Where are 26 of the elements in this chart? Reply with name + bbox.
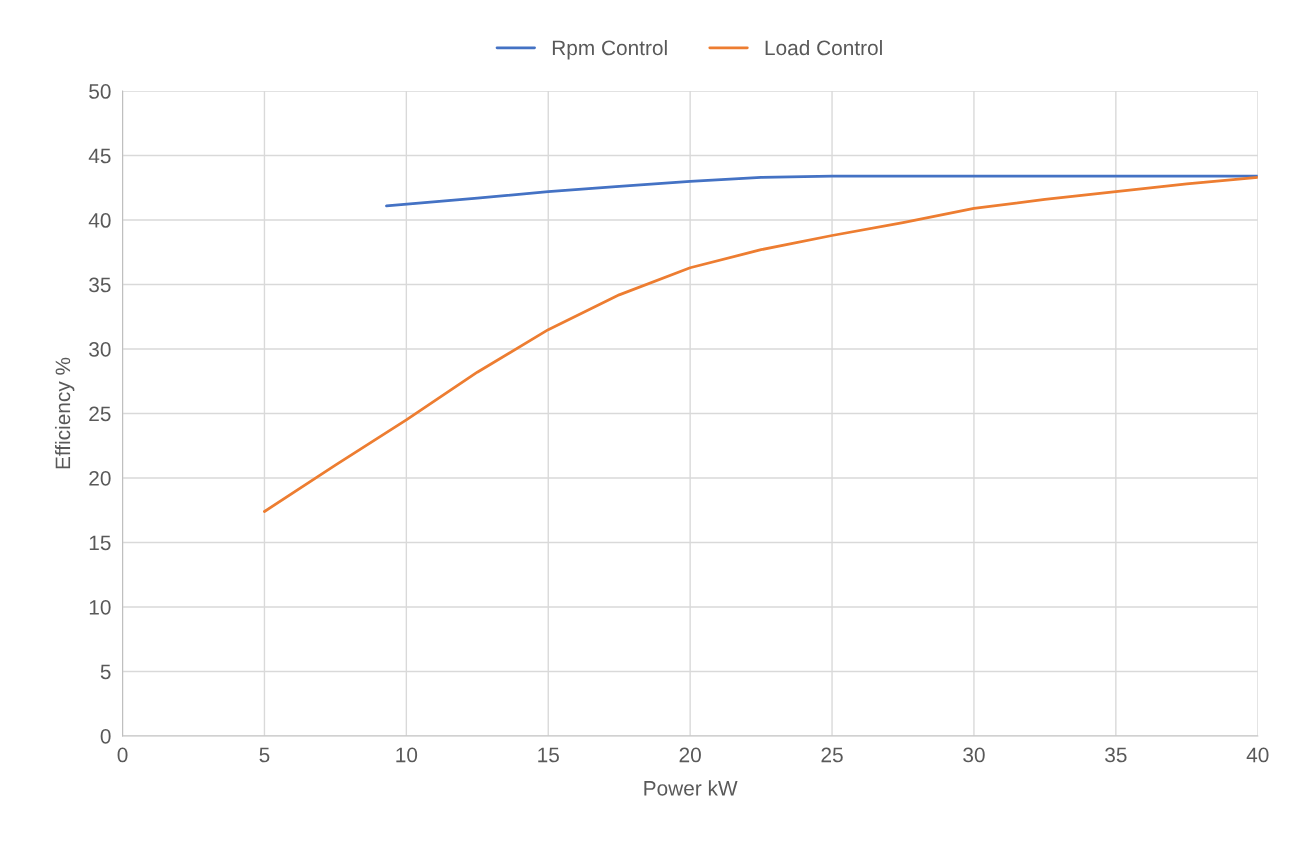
x-tick-label: 35 [1105,747,1127,763]
line-series [263,176,1258,513]
y-tick-label: 40 [88,213,111,228]
y-tick-label: 15 [89,535,111,551]
y-tick-label: 0 [100,728,111,744]
legend-label: Rpm Control [552,39,667,60]
y-tick-label: 10 [89,599,111,615]
x-tick-label: 25 [821,747,843,763]
x-tick-label: 0 [117,747,128,763]
x-tick-label: 20 [679,747,701,763]
y-axis-title: Efficiency % [54,357,75,469]
x-tick-label: 15 [538,747,559,763]
y-tick-label: 50 [89,84,111,99]
y-tick-label: 30 [89,342,111,357]
y-tick-label: 45 [88,148,111,164]
y-tick-label: 5 [100,664,111,680]
line-series [385,174,1258,208]
x-tick-label: 5 [259,747,270,763]
legend-label: Load Control [765,39,882,56]
x-tick-label: 10 [396,747,418,763]
y-tick-label: 25 [89,406,111,422]
x-tick-label: 40 [1246,747,1269,763]
y-tick-label: 20 [89,470,111,486]
x-axis-title: Power kW [644,780,738,796]
y-tick-label: 35 [89,277,111,293]
x-tick-label: 30 [963,747,985,763]
